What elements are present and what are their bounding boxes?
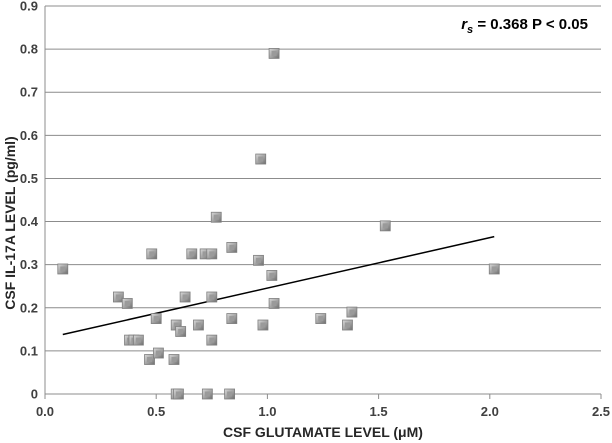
data-point — [255, 153, 267, 165]
data-point — [266, 270, 278, 281]
data-point — [346, 306, 358, 318]
data-point-bevel — [344, 322, 350, 328]
x-tick-label: 1.5 — [370, 404, 388, 419]
data-point-bevel — [182, 294, 188, 300]
data-point-bevel — [60, 266, 66, 272]
y-tick-label: 0.1 — [20, 343, 38, 358]
data-point — [112, 291, 124, 303]
data-point — [193, 319, 204, 331]
data-point — [144, 354, 155, 365]
x-tick-label: 0.5 — [147, 404, 165, 419]
data-point-bevel — [195, 322, 201, 328]
data-point — [379, 220, 391, 232]
y-tick-label: 0.8 — [20, 42, 38, 57]
y-axis-title: CSF IL-17A LEVEL (pg/ml) — [2, 136, 18, 309]
data-point — [253, 254, 264, 266]
data-point — [173, 388, 184, 400]
data-point — [488, 263, 500, 275]
data-point-bevel — [258, 156, 264, 162]
data-point — [168, 354, 180, 365]
data-point-bevel — [349, 309, 355, 315]
data-point-bevel — [209, 294, 215, 300]
x-tick-labels: 0.0 0.5 1.0 1.5 2.0 2.5 — [36, 404, 610, 419]
data-point-bevel — [124, 300, 130, 306]
data-point-bevel — [227, 391, 233, 397]
data-point-bevel — [115, 294, 121, 300]
data-point — [342, 319, 353, 331]
x-tick-label: 2.0 — [481, 404, 499, 419]
data-point-bevel — [149, 251, 155, 257]
data-point — [57, 263, 69, 275]
data-point — [179, 291, 191, 303]
data-point-bevel — [260, 322, 266, 328]
data-point-bevel — [178, 328, 184, 334]
data-point — [268, 48, 280, 59]
trendline-group — [62, 235, 495, 336]
y-tick-label: 0.7 — [20, 85, 38, 100]
data-point — [121, 298, 133, 309]
data-point-bevel — [213, 214, 219, 220]
data-point — [146, 248, 158, 260]
data-point — [175, 326, 187, 337]
y-tick-labels: 0 0.1 0.2 0.3 0.4 0.5 0.6 0.7 0.8 0.9 — [20, 0, 39, 402]
data-point-bevel — [229, 316, 235, 322]
gridlines — [45, 5, 601, 352]
data-point-bevel — [269, 272, 275, 278]
y-tick-label: 0.3 — [20, 257, 38, 272]
stat-text: = 0.368 P < 0.05 — [473, 16, 588, 33]
data-point-bevel — [189, 251, 195, 257]
data-point-bevel — [147, 357, 153, 363]
rs-symbol: r — [461, 16, 468, 33]
data-point-bevel — [256, 257, 262, 263]
y-tick-label: 0.4 — [20, 214, 39, 229]
data-point-bevel — [155, 350, 161, 356]
data-point — [268, 298, 280, 309]
rs-subscript: s — [467, 24, 473, 36]
data-point — [206, 248, 218, 260]
data-point — [224, 388, 235, 400]
data-point — [153, 347, 164, 359]
data-point-bevel — [209, 337, 215, 343]
data-point-bevel — [271, 300, 277, 306]
x-tick-label: 2.5 — [592, 404, 610, 419]
x-axis-title: CSF GLUTAMATE LEVEL (μM) — [223, 424, 423, 440]
data-point-bevel — [209, 251, 215, 257]
data-point — [150, 313, 162, 324]
data-point-bevel — [171, 357, 177, 363]
data-point — [206, 291, 218, 303]
y-tick-label: 0.6 — [20, 128, 38, 143]
y-tick-label: 0.2 — [20, 300, 38, 315]
x-tick-label: 0.0 — [36, 404, 54, 419]
data-point — [210, 211, 222, 223]
data-point — [257, 319, 269, 331]
stat-annotation: rs = 0.368 P < 0.05 — [461, 16, 588, 36]
data-point-bevel — [271, 50, 277, 56]
data-points — [57, 48, 500, 400]
data-point — [133, 334, 144, 346]
data-point-bevel — [202, 251, 208, 257]
data-point — [206, 334, 218, 346]
data-point — [186, 248, 198, 260]
data-point-bevel — [135, 337, 141, 343]
axes — [44, 6, 602, 399]
data-point-bevel — [175, 391, 181, 397]
data-point-bevel — [491, 266, 497, 272]
y-tick-label: 0.9 — [20, 0, 38, 14]
data-point-bevel — [229, 244, 235, 250]
trendline — [62, 235, 495, 336]
data-point — [315, 313, 327, 324]
data-point — [226, 242, 238, 253]
x-tick-label: 1.0 — [258, 404, 276, 419]
y-tick-label: 0 — [31, 387, 38, 402]
data-point-bevel — [173, 322, 179, 328]
data-point-bevel — [204, 391, 210, 397]
y-tick-label: 0.5 — [20, 171, 38, 186]
data-point-bevel — [153, 316, 159, 322]
data-point-bevel — [318, 316, 324, 322]
data-point — [226, 313, 238, 324]
data-point-bevel — [382, 223, 388, 229]
data-point — [201, 388, 213, 400]
